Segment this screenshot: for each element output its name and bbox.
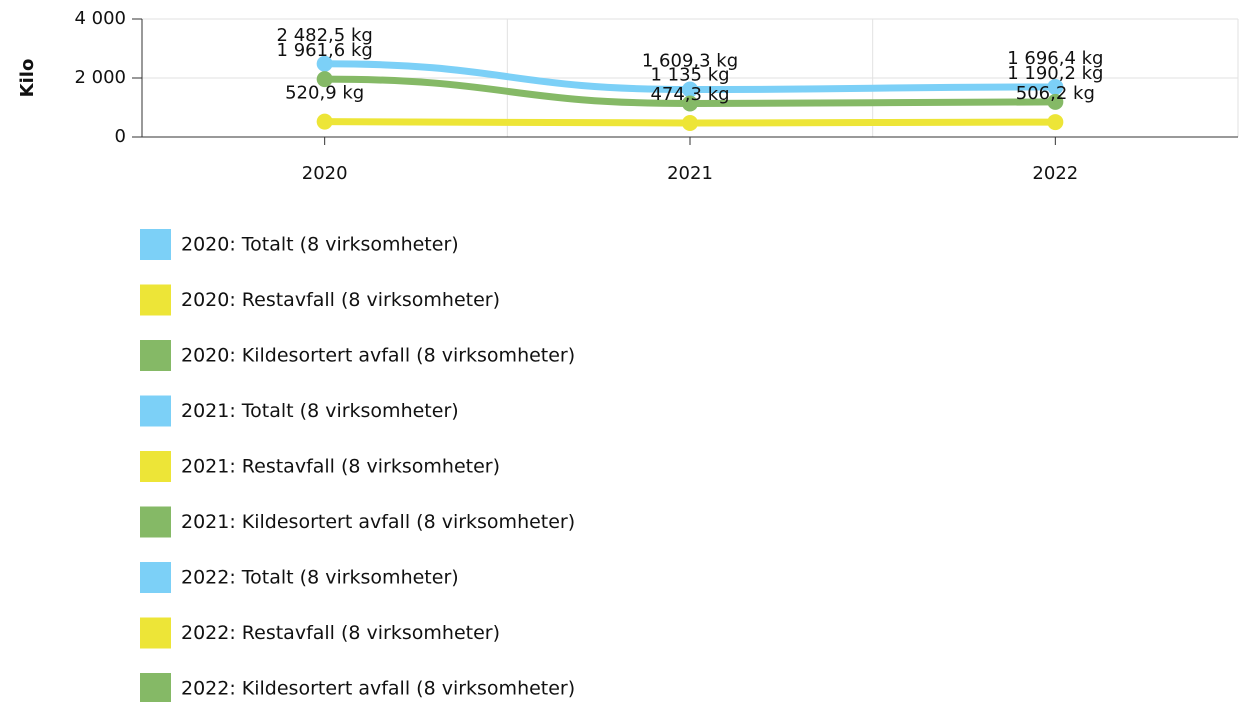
data-label: 1 135 kg bbox=[650, 65, 729, 86]
legend-text: 2022: Kildesortert avfall (8 virksomhete… bbox=[181, 678, 575, 700]
legend-text: 2022: Restavfall (8 virksomheter) bbox=[181, 622, 500, 644]
legend-text: 2021: Kildesortert avfall (8 virksomhete… bbox=[181, 511, 575, 533]
y-tick-label: 4 000 bbox=[74, 8, 126, 29]
legend-swatch bbox=[140, 451, 171, 482]
data-label: 1 961,6 kg bbox=[277, 40, 373, 61]
legend-swatch bbox=[140, 340, 171, 371]
point bbox=[682, 81, 698, 98]
y-tick-label: 0 bbox=[115, 126, 126, 147]
x-tick-label: 2021 bbox=[667, 163, 713, 184]
point bbox=[1047, 78, 1064, 95]
data-label: 1 609,3 kg bbox=[642, 51, 738, 72]
legend-swatch bbox=[140, 506, 171, 538]
legend-text: 2021: Restavfall (8 virksomheter) bbox=[181, 456, 500, 478]
legend-swatch bbox=[140, 562, 171, 593]
legend-swatch bbox=[140, 617, 171, 649]
legend-text: 2022: Totalt (8 virksomheter) bbox=[181, 567, 459, 589]
point bbox=[1047, 93, 1064, 110]
legend-text: 2020: Totalt (8 virksomheter) bbox=[181, 234, 459, 256]
data-label: 520,9 kg bbox=[285, 83, 364, 104]
y-axis-title: Kilo bbox=[17, 59, 38, 98]
legend-swatch bbox=[140, 229, 171, 260]
x-tick-label: 2020 bbox=[302, 163, 348, 184]
point bbox=[682, 95, 698, 112]
data-label: 1 696,4 kg bbox=[1007, 48, 1103, 69]
legend-text: 2020: Restavfall (8 virksomheter) bbox=[181, 289, 500, 311]
x-tick-label: 2022 bbox=[1032, 163, 1078, 184]
data-label: 506,2 kg bbox=[1016, 83, 1095, 104]
point bbox=[316, 55, 333, 72]
legend-swatch bbox=[140, 284, 171, 316]
legend-text: 2020: Kildesortert avfall (8 virksomhete… bbox=[181, 345, 575, 367]
legend-text: 2021: Totalt (8 virksomheter) bbox=[181, 400, 459, 422]
data-label: 2 482,5 kg bbox=[277, 25, 373, 46]
point bbox=[1047, 114, 1064, 131]
y-tick-label: 2 000 bbox=[74, 67, 126, 88]
point bbox=[316, 71, 333, 88]
data-label: 474,3 kg bbox=[650, 84, 729, 105]
point bbox=[682, 115, 698, 132]
legend-swatch bbox=[140, 395, 171, 427]
legend-swatch bbox=[140, 673, 171, 702]
data-label: 1 190,2 kg bbox=[1007, 63, 1103, 84]
point bbox=[316, 113, 333, 130]
